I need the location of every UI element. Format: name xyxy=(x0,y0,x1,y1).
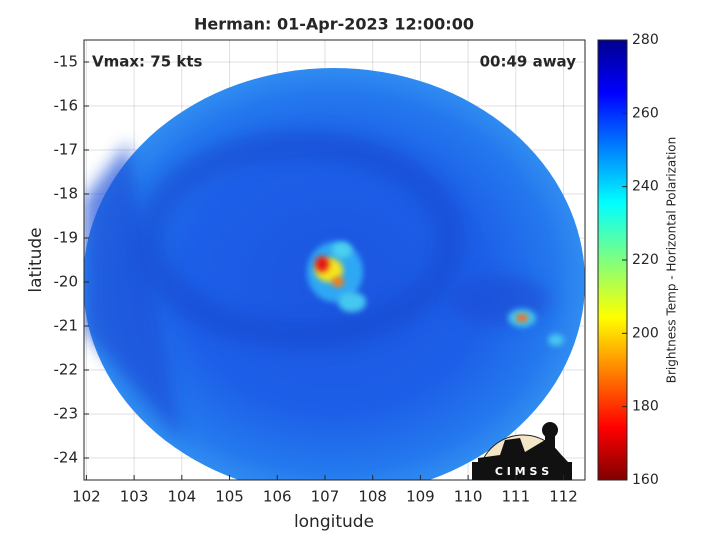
y-tick-label: -16 xyxy=(54,97,79,115)
x-tick-label: 111 xyxy=(501,488,530,506)
vmax-annotation: Vmax: 75 kts xyxy=(92,53,202,71)
y-axis-label: latitude xyxy=(26,227,46,292)
y-tick-label: -19 xyxy=(54,229,79,247)
colorbar-tick-label: 220 xyxy=(632,252,659,268)
y-tick-label: -17 xyxy=(54,141,79,159)
colorbar-tick-label: 280 xyxy=(632,32,659,48)
axes-box xyxy=(83,39,586,481)
colorbar-tick-label: 180 xyxy=(632,399,659,415)
y-tick-label: -23 xyxy=(54,405,79,423)
x-tick-label: 112 xyxy=(549,488,578,506)
y-tick-label: -15 xyxy=(54,53,79,71)
x-tick-label: 102 xyxy=(72,488,101,506)
brightness-image xyxy=(84,68,585,480)
x-axis-label: longitude xyxy=(294,512,374,532)
x-tick-label: 104 xyxy=(167,488,196,506)
y-tick-label: -24 xyxy=(54,449,79,467)
cimss-logo: C I M S S xyxy=(472,422,572,481)
title: Herman: 01-Apr-2023 12:00:00 xyxy=(194,15,474,34)
y-tick-label: -21 xyxy=(54,317,79,335)
y-tick-label: -18 xyxy=(54,185,79,203)
x-tick-label: 106 xyxy=(263,488,292,506)
x-tick-label: 107 xyxy=(311,488,340,506)
x-tick-label: 105 xyxy=(215,488,244,506)
x-tick-label: 109 xyxy=(406,488,435,506)
time-annotation: 00:49 away xyxy=(480,53,577,71)
x-tick-label: 108 xyxy=(358,488,387,506)
y-tick-label: -22 xyxy=(54,361,79,379)
colorbar-label: Brightness Temp - Horizontal Polarizatio… xyxy=(665,137,679,384)
logo-text: C I M S S xyxy=(495,465,549,478)
colorbar-tick-label: 200 xyxy=(632,325,659,341)
x-tick-label: 103 xyxy=(120,488,149,506)
y-tick-label: -20 xyxy=(54,273,79,291)
colorbar-tick-label: 240 xyxy=(632,179,659,195)
x-tick-label: 110 xyxy=(454,488,483,506)
colorbar-tick-label: 260 xyxy=(632,105,659,121)
colorbar-tick-label: 160 xyxy=(632,472,659,488)
